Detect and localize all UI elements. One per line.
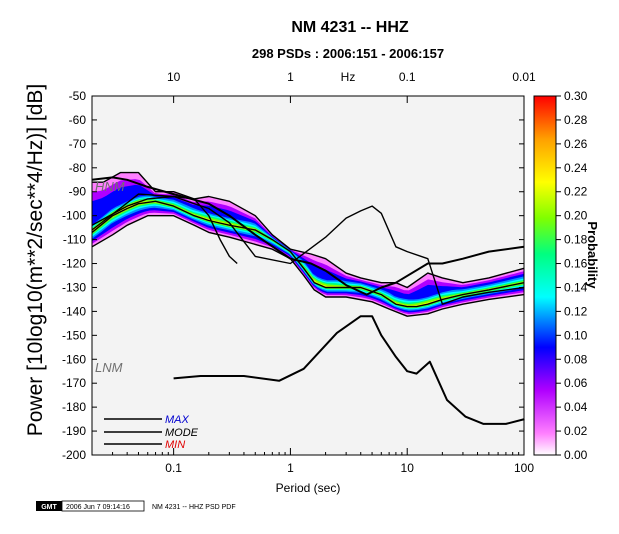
legend: MAX MODE MIN xyxy=(104,414,199,451)
colorbar-tick-label: 0.08 xyxy=(564,352,588,366)
y-tick-label: -200 xyxy=(62,448,86,462)
colorbar xyxy=(533,95,557,456)
y-tick-label: -160 xyxy=(62,352,86,366)
y-tick-label: -170 xyxy=(62,376,86,390)
colorbar-tick-label: 0.26 xyxy=(564,137,588,151)
colorbar-tick-label: 0.28 xyxy=(564,113,588,127)
y-tick-labels: -50 -60 -70 -80 -90 -100 -110 -120 -130 -140 -150 -… xyxy=(62,89,86,462)
line-2-line xyxy=(91,195,238,265)
y-tick-label: -90 xyxy=(69,185,87,199)
y-tick-label: -150 xyxy=(62,328,86,342)
colorbar-tick-label: 0.20 xyxy=(564,209,588,223)
legend-max-label: MAX xyxy=(165,414,190,426)
colorbar-tick-label: 0.10 xyxy=(564,328,588,342)
colorbar-tick-label: 0.18 xyxy=(564,233,588,247)
colorbar-tick-label: 0.16 xyxy=(564,257,588,271)
hnm-label: HNM xyxy=(95,179,125,194)
y-tick-label: -70 xyxy=(69,137,87,151)
colorbar-ticks: 0.00 0.02 0.04 0.06 0.08 0.10 0.12 0.14 0.16 0.18… xyxy=(556,89,588,462)
lnm-line xyxy=(173,315,525,425)
y-axis-label: Power [10log10(m**2/sec**4/Hz)] [dB] xyxy=(24,84,47,437)
colorbar-tick-label: 0.14 xyxy=(564,280,588,294)
x-tick-label: 0.1 xyxy=(165,461,182,475)
y-tick-label: -110 xyxy=(63,233,86,247)
gmt-logo xyxy=(36,501,62,511)
footer-timestamp: 2006 Jun 7 09:14:16 xyxy=(66,504,130,511)
y-tick-label: -180 xyxy=(62,400,86,414)
y-tick-label: -60 xyxy=(69,113,87,127)
series-lines xyxy=(91,171,525,425)
legend-min-label: MIN xyxy=(165,439,185,451)
top-tick-label: 0.01 xyxy=(512,70,536,84)
min-line xyxy=(91,214,525,317)
colorbar-tick-label: 0.22 xyxy=(564,185,588,199)
timestamp-box xyxy=(61,500,145,512)
x-tick-label: 1 xyxy=(287,461,294,475)
top-tick-labels: 10 1 0.1 0.01 xyxy=(167,70,536,84)
y-tick-label: -120 xyxy=(62,257,86,271)
colorbar-tick-label: 0.12 xyxy=(564,304,588,318)
colorbar-tick-label: 0.06 xyxy=(564,376,588,390)
top-tick-label: 0.1 xyxy=(399,70,416,84)
x-tick-label: 10 xyxy=(401,461,415,475)
colorbar-tick-label: 0.24 xyxy=(564,161,588,175)
y-tick-label: -130 xyxy=(62,280,86,294)
chart-subtitle: 298 PSDs : 2006:151 - 2006:157 xyxy=(252,46,444,61)
y-tick-label: -140 xyxy=(62,304,86,318)
y-tick-label: -100 xyxy=(62,209,86,223)
x-axis-label: Period (sec) xyxy=(276,481,341,495)
plot-frame xyxy=(91,95,525,456)
lnm-label: LNM xyxy=(95,360,123,375)
colorbar-tick-label: 0.00 xyxy=(564,448,588,462)
legend-mode-label: MODE xyxy=(165,427,199,439)
max-line xyxy=(92,171,525,289)
top-tick-label: 10 xyxy=(167,70,181,84)
colorbar-tick-label: 0.02 xyxy=(564,424,588,438)
colorbar-tick-label: 0.04 xyxy=(564,400,588,414)
colorbar-label: Probability xyxy=(585,221,600,289)
mode-line xyxy=(91,200,525,308)
footer: GMT 2006 Jun 7 09:14:16 NM 4231 -- HHZ P… xyxy=(36,500,236,512)
probability-density-layer xyxy=(92,96,524,455)
line-1-line xyxy=(91,193,525,305)
x-tick-labels: 0.1 1 10 100 xyxy=(165,461,534,475)
footer-caption: NM 4231 -- HHZ PSD PDF xyxy=(152,504,236,511)
gmt-logo-text: GMT xyxy=(41,504,57,511)
x-tick-label: 100 xyxy=(514,461,534,475)
top-axis-label: Hz xyxy=(341,70,356,84)
y-tick-label: -80 xyxy=(69,161,87,175)
colorbar-tick-label: 0.30 xyxy=(564,89,588,103)
y-tick-label: -190 xyxy=(62,424,86,438)
top-tick-label: 1 xyxy=(287,70,294,84)
chart-title: NM 4231 -- HHZ xyxy=(291,19,409,36)
y-tick-label: -50 xyxy=(69,89,87,103)
